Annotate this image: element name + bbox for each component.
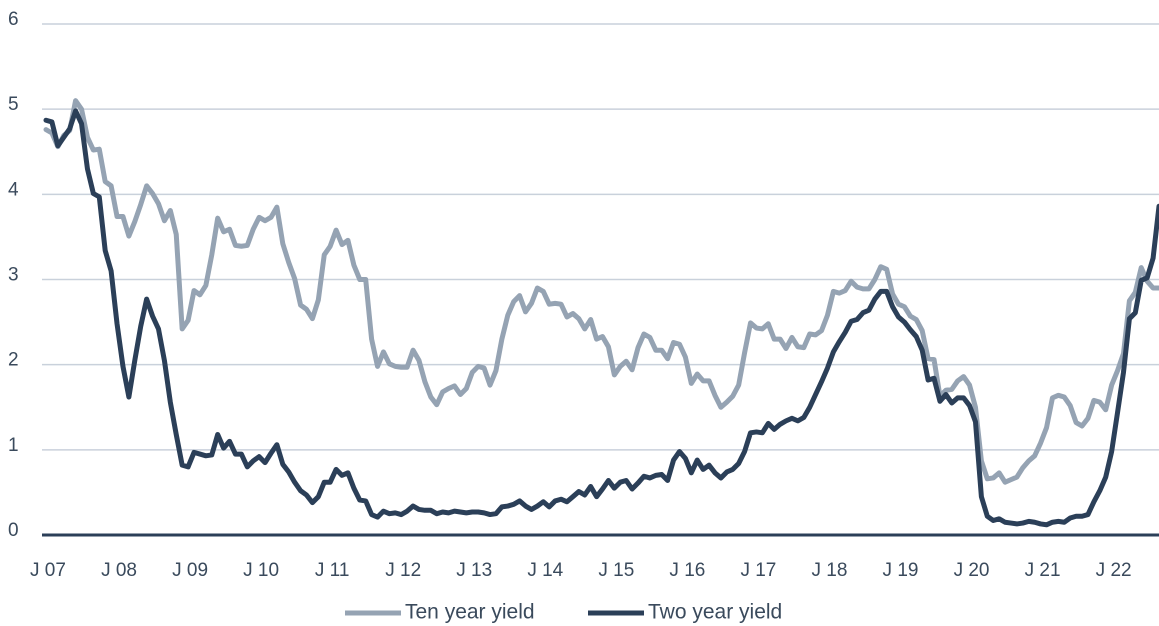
x-tick-label: J 07 [30,560,66,581]
x-tick-label: J 21 [1025,560,1061,581]
x-tick-label: J 16 [669,560,705,581]
x-tick-label: J 10 [243,560,279,581]
x-tick-label: J 17 [740,560,776,581]
legend-label: Ten year yield [405,601,535,624]
legend-label: Two year yield [648,601,782,624]
y-tick-label: 6 [8,9,19,30]
y-tick-label: 3 [8,265,19,286]
y-tick-label: 5 [8,94,19,115]
series-line [43,108,1159,528]
series-line [43,98,1159,485]
x-tick-label: J 09 [172,560,208,581]
x-tick-label: J 08 [101,560,137,581]
x-tick-label: J 15 [598,560,634,581]
x-tick-label: J 18 [812,560,848,581]
x-tick-label: J 12 [385,560,421,581]
x-tick-label: J 19 [883,560,919,581]
x-tick-label: J 11 [315,560,350,581]
y-tick-label: 1 [8,435,19,456]
x-tick-label: J 20 [954,560,990,581]
y-tick-label: 0 [8,520,19,541]
x-tick-label: J 13 [456,560,492,581]
x-tick-label: J 22 [1096,560,1132,581]
x-tick-label: J 14 [527,560,563,581]
y-tick-label: 2 [8,350,19,371]
y-tick-label: 4 [8,179,19,200]
